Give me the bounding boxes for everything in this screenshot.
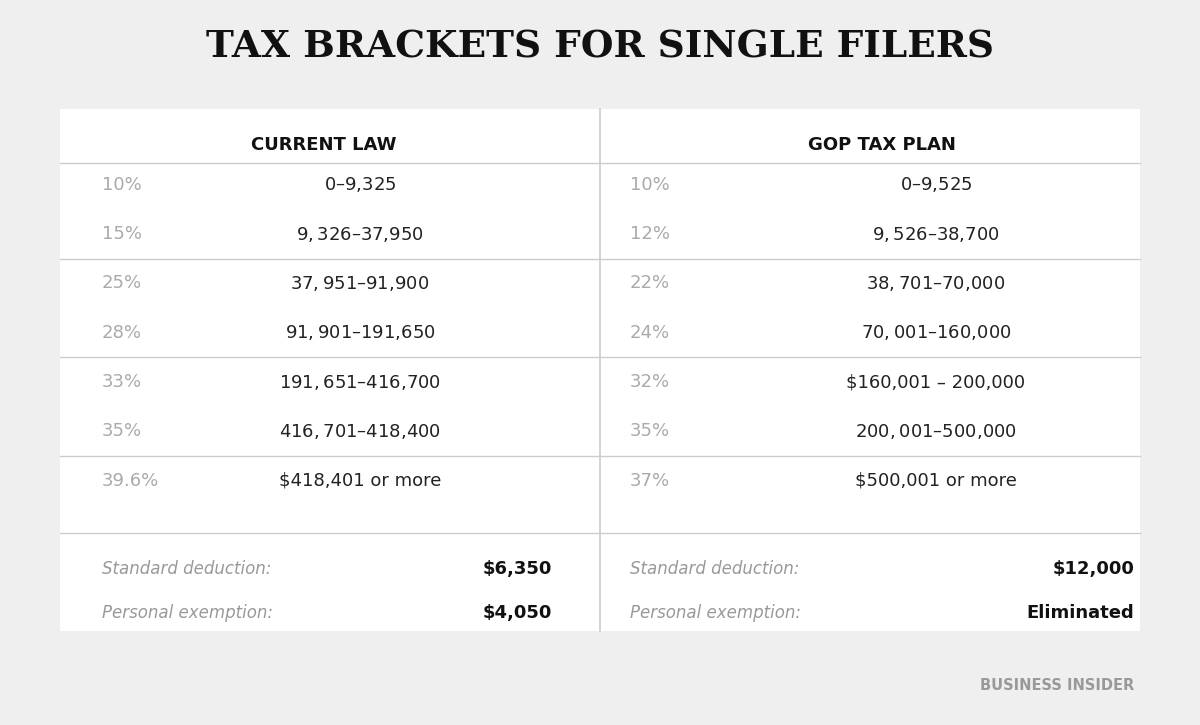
Text: $416,701 – $418,400: $416,701 – $418,400 (278, 422, 442, 441)
Text: 15%: 15% (102, 225, 142, 243)
Text: $418,401 or more: $418,401 or more (278, 472, 442, 489)
Text: $37,951 – $91,900: $37,951 – $91,900 (290, 274, 430, 293)
Text: Standard deduction:: Standard deduction: (102, 560, 271, 578)
Text: 10%: 10% (102, 176, 142, 194)
Text: 33%: 33% (102, 373, 142, 391)
Text: $500,001 or more: $500,001 or more (856, 472, 1016, 489)
Text: GOP TAX PLAN: GOP TAX PLAN (808, 136, 956, 154)
Text: 10%: 10% (630, 176, 670, 194)
Text: $70,001 – $160,000: $70,001 – $160,000 (860, 323, 1012, 342)
Text: Standard deduction:: Standard deduction: (630, 560, 799, 578)
Text: 35%: 35% (102, 423, 142, 440)
Text: $12,000: $12,000 (1052, 560, 1134, 578)
Text: TAX BRACKETS FOR SINGLE FILERS: TAX BRACKETS FOR SINGLE FILERS (206, 28, 994, 66)
Text: 24%: 24% (630, 324, 670, 341)
Text: 32%: 32% (630, 373, 670, 391)
Text: $91,901 – $191,650: $91,901 – $191,650 (284, 323, 436, 342)
Text: $9,526 – $38,700: $9,526 – $38,700 (872, 225, 1000, 244)
Text: 39.6%: 39.6% (102, 472, 160, 489)
Text: Eliminated: Eliminated (1026, 604, 1134, 621)
Text: $9,326 – $37,950: $9,326 – $37,950 (296, 225, 424, 244)
Text: Personal exemption:: Personal exemption: (102, 604, 274, 621)
Text: 28%: 28% (102, 324, 142, 341)
Text: 22%: 22% (630, 275, 670, 292)
Text: $6,350: $6,350 (482, 560, 552, 578)
Text: 25%: 25% (102, 275, 142, 292)
Text: $4,050: $4,050 (482, 604, 552, 621)
Text: $0 – $9,325: $0 – $9,325 (324, 175, 396, 194)
Text: $200,001 – $500,000: $200,001 – $500,000 (854, 422, 1018, 441)
Text: 37%: 37% (630, 472, 670, 489)
FancyBboxPatch shape (60, 109, 1140, 631)
Text: 35%: 35% (630, 423, 670, 440)
Text: $191,651 – $416,700: $191,651 – $416,700 (278, 373, 442, 392)
Text: CURRENT LAW: CURRENT LAW (251, 136, 397, 154)
Text: $160,001 – 200,000: $160,001 – 200,000 (846, 373, 1026, 391)
Text: BUSINESS INSIDER: BUSINESS INSIDER (979, 678, 1134, 692)
Text: Personal exemption:: Personal exemption: (630, 604, 802, 621)
Text: $38,701 – $70,000: $38,701 – $70,000 (866, 274, 1006, 293)
Text: $0 – $9,525: $0 – $9,525 (900, 175, 972, 194)
Text: 12%: 12% (630, 225, 670, 243)
